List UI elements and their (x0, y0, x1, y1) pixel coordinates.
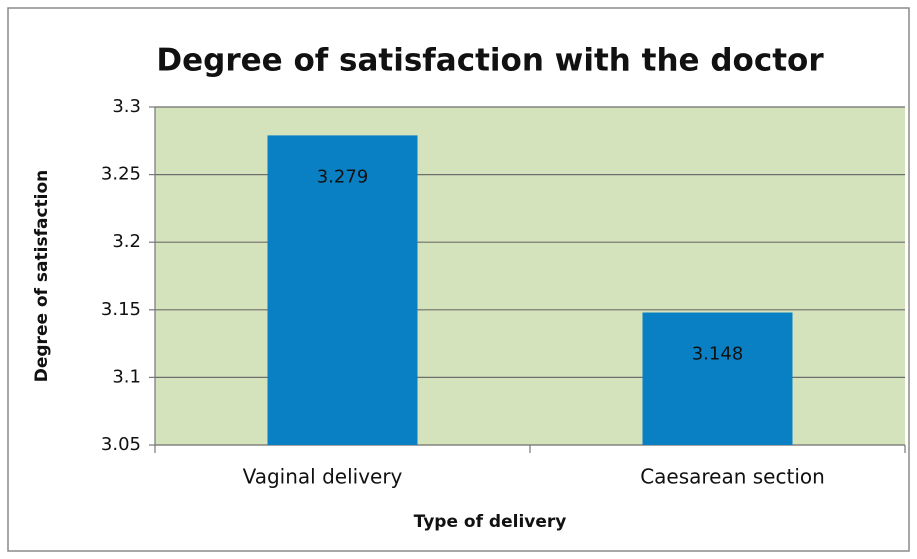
data-label: 3.279 (317, 166, 369, 187)
y-tick-label: 3.3 (112, 96, 141, 117)
y-axis-label: Degree of satisfaction (32, 170, 52, 383)
y-tick-label: 3.1 (112, 366, 141, 387)
data-label: 3.148 (692, 344, 744, 365)
x-axis-label: Type of delivery (414, 512, 567, 532)
chart-title: Degree of satisfaction with the doctor (156, 43, 824, 79)
x-tick-label: Caesarean section (640, 465, 825, 489)
x-tick-label: Vaginal delivery (243, 465, 403, 489)
bar (267, 135, 418, 445)
y-tick-label: 3.05 (101, 434, 141, 455)
y-tick-label: 3.15 (101, 299, 141, 320)
y-tick-label: 3.25 (101, 164, 141, 185)
y-tick-label: 3.2 (112, 231, 141, 252)
bar (642, 312, 793, 445)
